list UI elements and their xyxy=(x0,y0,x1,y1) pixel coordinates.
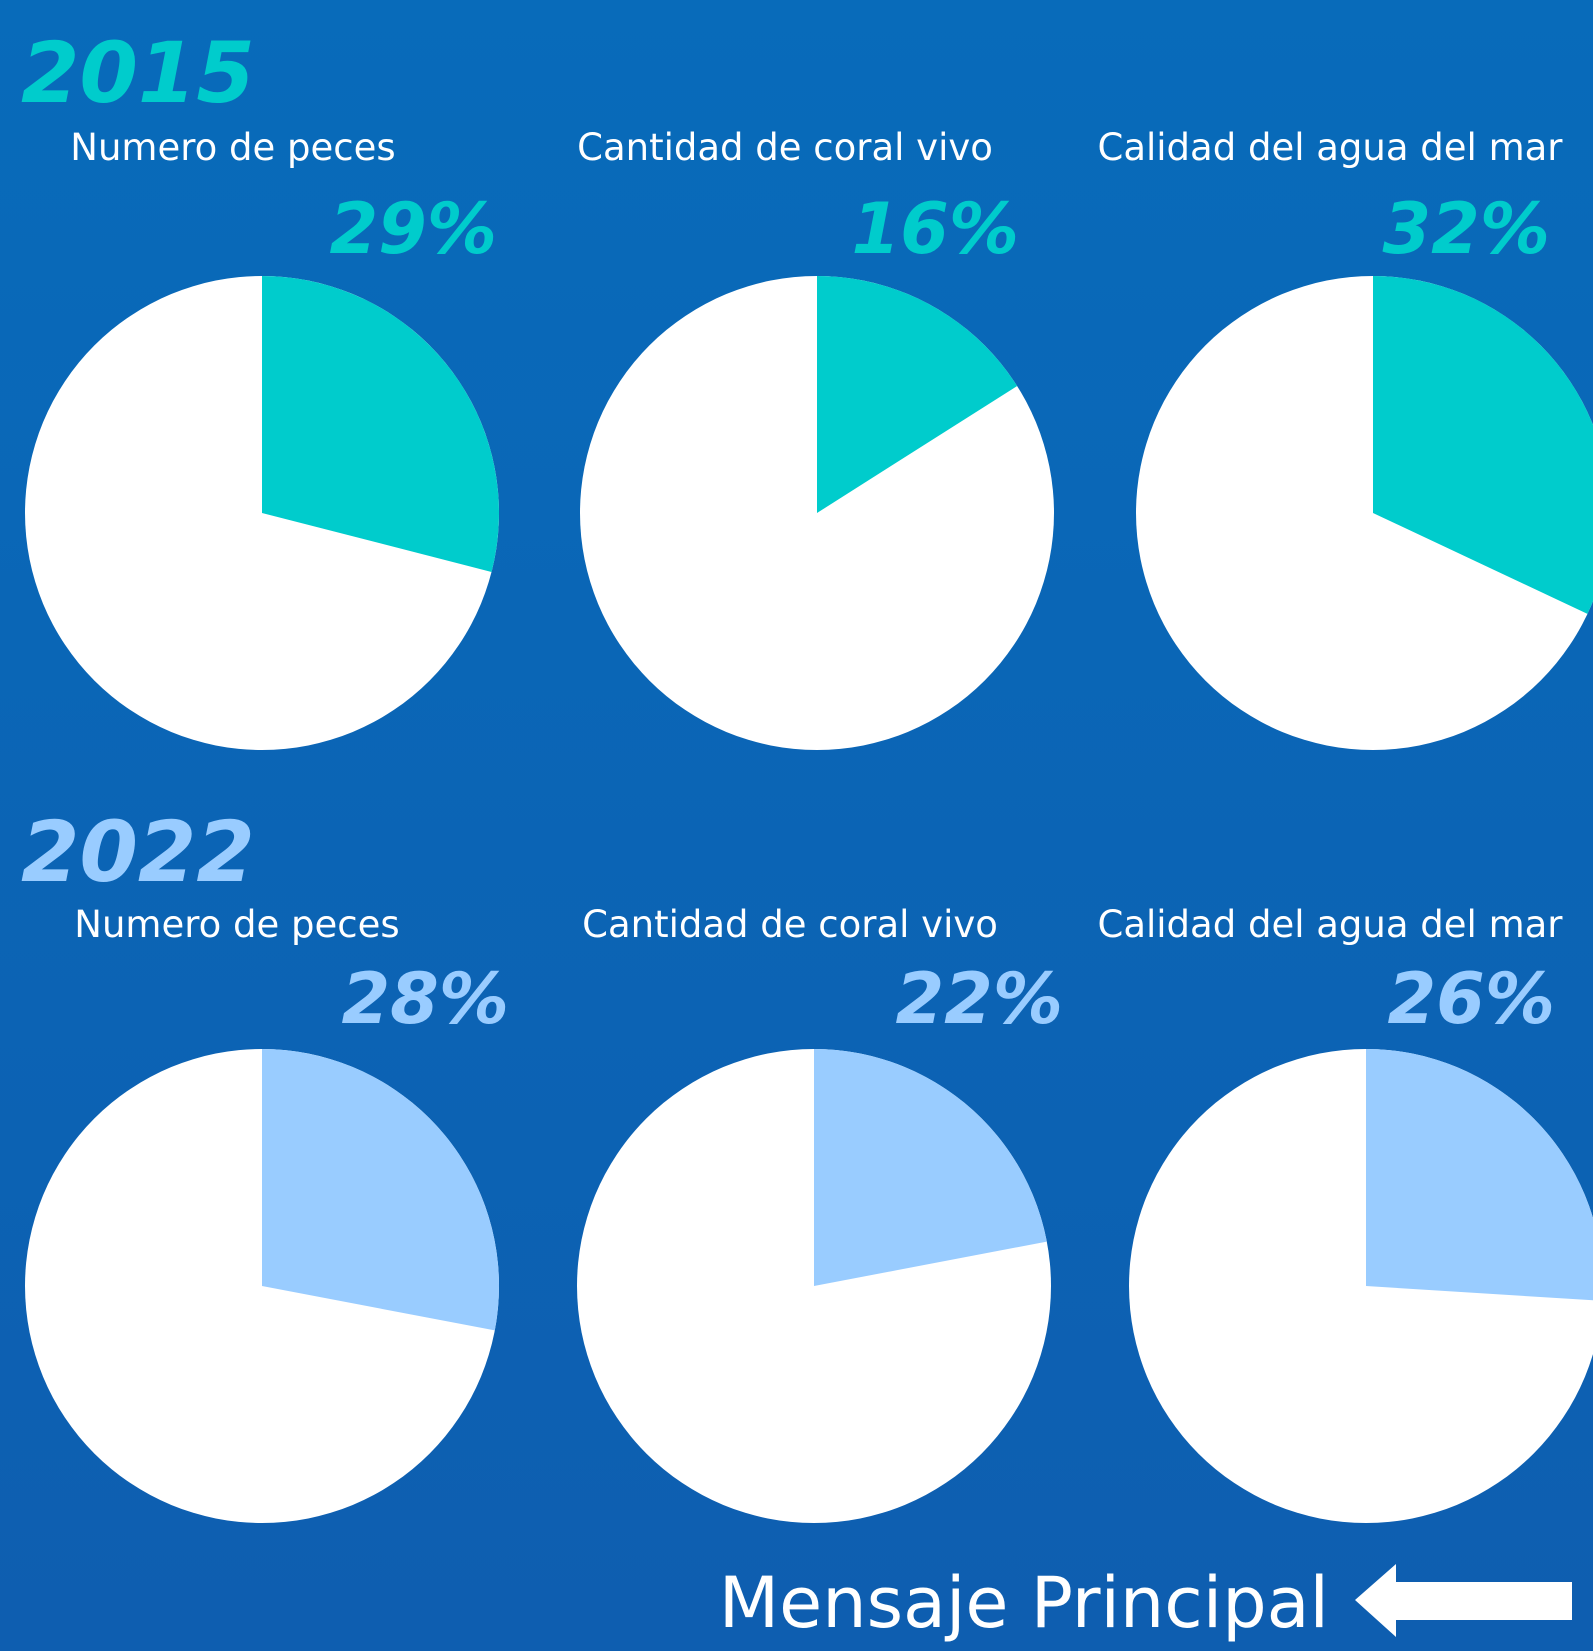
value-label: 29% xyxy=(329,188,497,270)
chart-title: Calidad del agua del mar xyxy=(1097,903,1563,946)
chart-title: Cantidad de coral vivo xyxy=(582,903,998,946)
arrow-icon[interactable] xyxy=(1355,1564,1572,1637)
chart-title: Numero de peces xyxy=(70,126,395,169)
pie-slice xyxy=(1373,276,1593,614)
pie-slice xyxy=(817,276,1018,513)
value-label: 22% xyxy=(895,958,1063,1040)
main-message-button[interactable]: Mensaje Principal xyxy=(719,1562,1572,1644)
year-heading: 2015 xyxy=(21,24,255,122)
value-label: 28% xyxy=(341,958,509,1040)
chart-title: Cantidad de coral vivo xyxy=(577,126,993,169)
pie-slice xyxy=(262,276,499,572)
value-label: 16% xyxy=(851,188,1019,270)
value-label: 26% xyxy=(1387,958,1555,1040)
value-label: 32% xyxy=(1382,188,1550,270)
year-heading: 2022 xyxy=(21,803,255,901)
chart-title: Numero de peces xyxy=(74,903,399,946)
pie-slice xyxy=(1366,1049,1593,1301)
button-label[interactable]: Mensaje Principal xyxy=(719,1562,1329,1644)
pie-slice xyxy=(814,1049,1047,1286)
pie-slice xyxy=(262,1049,499,1331)
chart-title: Calidad del agua del mar xyxy=(1097,126,1563,169)
